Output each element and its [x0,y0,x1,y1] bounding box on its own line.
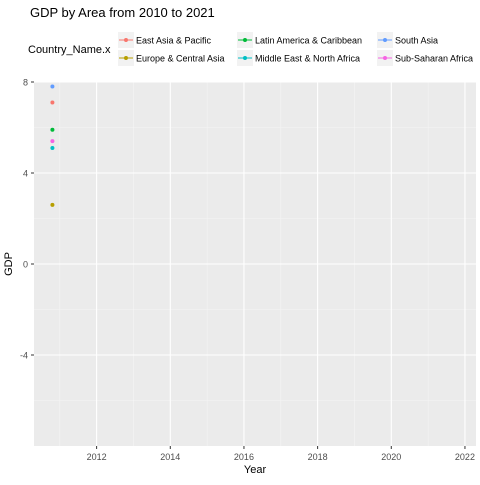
legend-label: Latin America & Caribbean [255,36,362,46]
y-tick-label: -4 [20,351,28,361]
x-axis-label: Year [244,464,267,476]
data-point [50,100,54,104]
legend-key-point [243,56,247,60]
legend-label: South Asia [395,36,438,46]
x-tick-label: 2014 [160,452,180,462]
chart-title: GDP by Area from 2010 to 2021 [30,5,215,20]
y-axis: -4 0 4 8 [20,78,34,361]
data-point [50,85,54,89]
legend-item: Middle East & North Africa [237,50,360,66]
x-tick-label: 2016 [234,452,254,462]
legend-item: South Asia [377,32,438,48]
legend-key-point [383,56,387,60]
y-tick-label: 8 [23,78,28,88]
legend-item: East Asia & Pacific [118,32,212,48]
data-point [50,203,54,207]
x-tick-label: 2022 [455,452,475,462]
y-tick-label: 4 [23,169,28,179]
legend-item: Latin America & Caribbean [237,32,362,48]
legend-item: Europe & Central Asia [118,50,225,66]
legend-label: Middle East & North Africa [255,54,360,64]
x-axis: 2012 2014 2016 2018 2020 2022 [87,446,475,462]
data-point [50,128,54,132]
data-point [50,146,54,150]
legend-key-point [124,38,128,42]
y-axis-label: GDP [3,252,15,276]
legend-key-point [383,38,387,42]
data-point [50,139,54,143]
legend: Country_Name.x East Asia & Pacific Europe… [28,32,473,66]
legend-label: East Asia & Pacific [136,36,212,46]
legend-key-point [124,56,128,60]
legend-label: Europe & Central Asia [136,54,225,64]
legend-item: Sub-Saharan Africa [377,50,473,66]
legend-label: Sub-Saharan Africa [395,54,473,64]
x-tick-label: 2012 [87,452,107,462]
legend-title: Country_Name.x [28,44,111,56]
legend-key-point [243,38,247,42]
y-tick-label: 0 [23,260,28,270]
x-tick-label: 2020 [381,452,401,462]
x-tick-label: 2018 [308,452,328,462]
